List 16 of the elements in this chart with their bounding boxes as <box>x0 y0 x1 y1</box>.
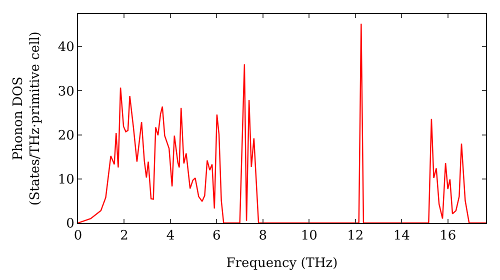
y-tick-label: 20 <box>58 128 74 144</box>
x-tick-label: 2 <box>120 228 128 244</box>
y-tick-label: 30 <box>58 84 74 100</box>
x-tick-label: 16 <box>440 228 456 244</box>
y-tick-label: 10 <box>58 172 74 188</box>
y-tick-label: 0 <box>66 216 74 232</box>
x-tick-label: 10 <box>300 228 318 244</box>
x-tick-label: 4 <box>166 228 175 244</box>
x-tick-label: 8 <box>258 228 268 244</box>
line-series <box>78 23 486 223</box>
x-tick-label: 12 <box>347 228 364 244</box>
x-tick-label: 6 <box>212 228 221 244</box>
y-tick-label: 40 <box>58 40 74 56</box>
y-axis-title: Phonon DOS (States/THz·primitive cell) <box>10 31 43 206</box>
x-axis-title: Frequency (THz) <box>226 256 338 272</box>
x-tick-label: 14 <box>393 228 410 244</box>
